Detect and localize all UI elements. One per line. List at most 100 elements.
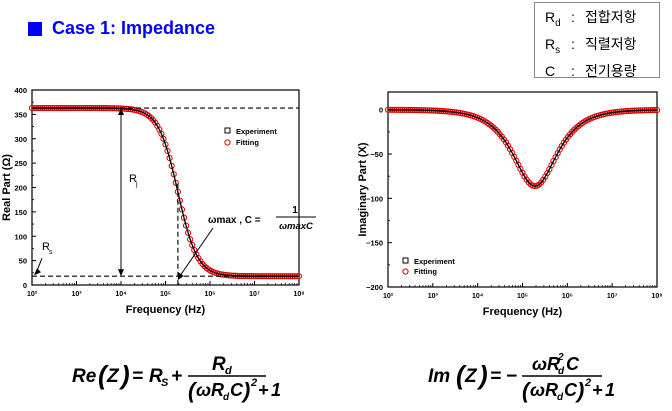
symbol-definitions: Rd : 접합저항 Rs : 직렬저항 C : 전기용량: [534, 2, 660, 81]
title-square-icon: [28, 21, 42, 36]
svg-text:): ): [575, 378, 584, 403]
svg-text:Z: Z: [106, 366, 120, 387]
svg-text:C: C: [566, 354, 580, 374]
x-tick-label: 10⁶: [562, 293, 573, 300]
x-tick-label: 10⁸: [651, 293, 662, 300]
x-tick-label: 10⁴: [115, 291, 127, 298]
real-part-chart: 0 50 100 150 200 250 300 350 400 10² 10³ 10⁴ 10⁵ 10⁶ 1…: [1, 86, 316, 316]
plot-frame: [31, 89, 300, 286]
y-tick-label: 150: [14, 208, 27, 217]
y-tick-label: 0: [379, 106, 383, 115]
svg-text:): ): [476, 360, 488, 390]
rj-arrow-down-icon: [118, 269, 124, 277]
definition-symbol: R: [545, 35, 556, 52]
x-tick-label: 10³: [71, 291, 82, 298]
legend-experiment-label: Experiment: [414, 257, 455, 266]
legend-fitting-label: Fitting: [236, 138, 259, 147]
title-area: Case 1: Impedance: [28, 18, 215, 39]
legend-fitting-marker: [224, 139, 231, 146]
rj-arrow-up-icon: [118, 108, 124, 116]
x-tick-label: 10²: [27, 291, 38, 298]
y-tick-label: 350: [14, 110, 27, 119]
fitting-marker: [195, 255, 202, 262]
definition-rd: Rd : 접합저항: [545, 7, 659, 34]
rs-arrow-icon: [34, 268, 41, 276]
fitting-marker: [160, 135, 167, 142]
omega-arrow-line: [179, 227, 214, 277]
rs-label: R: [42, 241, 50, 253]
y-tick-label: −50: [370, 150, 383, 159]
svg-text:+: +: [592, 380, 603, 400]
rj-label: R: [129, 173, 137, 185]
svg-text:(: (: [188, 378, 198, 403]
svg-text:Z: Z: [464, 366, 478, 387]
x-tick-label: 10⁷: [249, 291, 260, 298]
x-tick-label: 10⁵: [517, 293, 528, 300]
imaginary-part-formula: Im ( Z ) = − ωR 2 d C ( ωR d C ) 2 + 1: [426, 348, 666, 404]
svg-text:ωR: ωR: [530, 380, 558, 400]
svg-text:S: S: [161, 377, 169, 389]
svg-text:C: C: [564, 380, 578, 400]
y-tick-label: 50: [19, 257, 27, 266]
x-tick-label: 10²: [383, 293, 394, 300]
fitting-marker: [166, 154, 173, 162]
svg-text:2: 2: [250, 377, 257, 389]
omega-fraction-numerator: 1: [292, 205, 298, 216]
svg-text:Im: Im: [428, 366, 450, 387]
y-tick-label: −200: [366, 283, 383, 292]
definition-colon: :: [571, 62, 575, 79]
omega-annotation: ωmax , C =: [208, 215, 261, 226]
fitting-marker: [189, 241, 196, 249]
x-axis-label: Frequency (Hz): [126, 304, 206, 316]
svg-text:): ): [118, 360, 130, 390]
definition-subscript: s: [555, 44, 561, 56]
definition-colon: :: [571, 35, 575, 52]
svg-text:): ): [241, 378, 250, 403]
y-axis-label: Imaginary Part (X): [357, 142, 369, 236]
y-tick-label: 400: [14, 86, 27, 95]
fitting-marker: [158, 130, 165, 137]
definition-c: C : 전기용량: [545, 61, 659, 81]
y-tick-label: 300: [14, 135, 27, 144]
svg-text:+: +: [258, 380, 269, 400]
svg-text:R: R: [212, 354, 226, 375]
legend-experiment-marker: [402, 257, 409, 264]
svg-text:Re: Re: [72, 366, 97, 387]
y-tick-label: 250: [14, 159, 27, 168]
fitting-marker: [184, 229, 192, 236]
definition-subscript: d: [555, 17, 561, 29]
svg-text:d: d: [223, 392, 230, 403]
omega-arrow-icon: [177, 272, 184, 280]
legend-experiment-label: Experiment: [236, 127, 277, 136]
fitting-marker: [182, 222, 190, 229]
fitting-marker: [162, 141, 169, 148]
x-tick-label: 10⁵: [160, 291, 171, 298]
definition-desc: 직렬저항: [585, 35, 637, 52]
svg-text:R: R: [149, 366, 163, 387]
page-title: Case 1: Impedance: [52, 18, 216, 38]
definition-symbol: R: [545, 9, 556, 25]
svg-text:ωR: ωR: [196, 380, 224, 400]
svg-text:−: −: [506, 366, 517, 387]
y-tick-label: 200: [14, 184, 27, 193]
svg-text:2: 2: [584, 377, 591, 389]
y-tick-label: −100: [366, 194, 383, 203]
svg-text:d: d: [558, 366, 565, 377]
x-tick-label: 10⁴: [472, 293, 484, 300]
fitting-marker: [187, 236, 194, 243]
x-tick-label: 10⁶: [204, 291, 215, 298]
definition-symbol: C: [545, 62, 556, 79]
x-tick-label: 10³: [428, 293, 439, 300]
y-tick-label: −150: [366, 239, 383, 248]
omega-fraction-denominator: ωmaxC: [279, 221, 313, 232]
definition-desc: 전기용량: [585, 62, 637, 79]
y-tick-label: 0: [23, 281, 27, 290]
svg-text:=: =: [132, 366, 143, 387]
legend-experiment-marker: [224, 127, 231, 134]
svg-text:1: 1: [271, 380, 281, 400]
svg-text:=: =: [490, 366, 501, 387]
svg-text:ωR: ωR: [532, 354, 560, 374]
fitting-marker: [164, 147, 171, 155]
rj-subscript: j: [135, 181, 138, 188]
